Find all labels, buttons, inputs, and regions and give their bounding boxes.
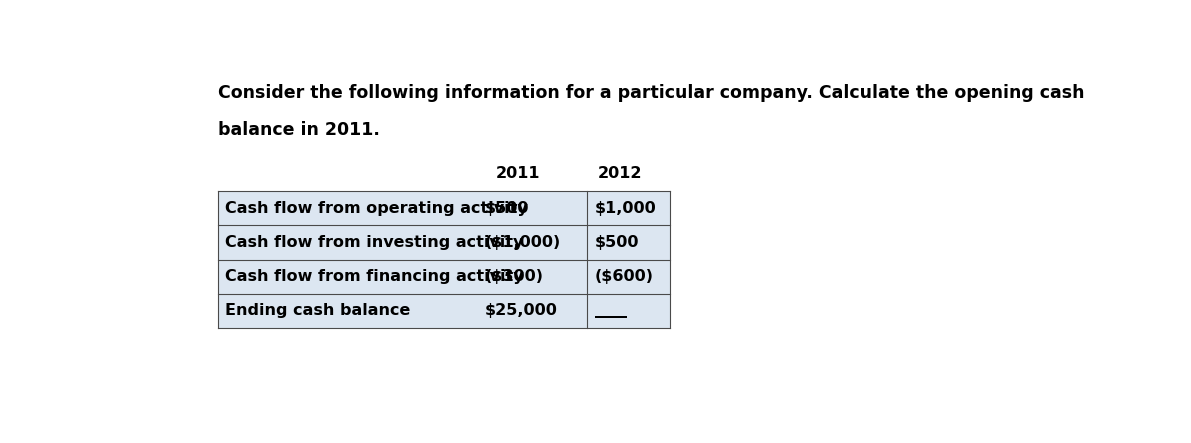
Text: Cash flow from financing activity: Cash flow from financing activity: [225, 269, 524, 284]
Text: balance in 2011.: balance in 2011.: [218, 121, 380, 140]
Text: 2011: 2011: [495, 166, 541, 181]
Text: $500: $500: [594, 235, 640, 250]
Text: $500: $500: [485, 201, 529, 216]
Text: 2012: 2012: [598, 166, 642, 181]
Text: ____: ____: [594, 303, 626, 318]
Text: $1,000: $1,000: [594, 201, 656, 216]
Text: ($1,000): ($1,000): [485, 235, 561, 250]
Text: Cash flow from investing activity: Cash flow from investing activity: [225, 235, 524, 250]
Text: $25,000: $25,000: [485, 303, 557, 318]
Text: Ending cash balance: Ending cash balance: [225, 303, 411, 318]
Text: Cash flow from operating activity: Cash flow from operating activity: [225, 201, 529, 216]
Text: ($300): ($300): [485, 269, 544, 284]
Text: ($600): ($600): [594, 269, 654, 284]
Text: Consider the following information for a particular company. Calculate the openi: Consider the following information for a…: [218, 84, 1085, 102]
